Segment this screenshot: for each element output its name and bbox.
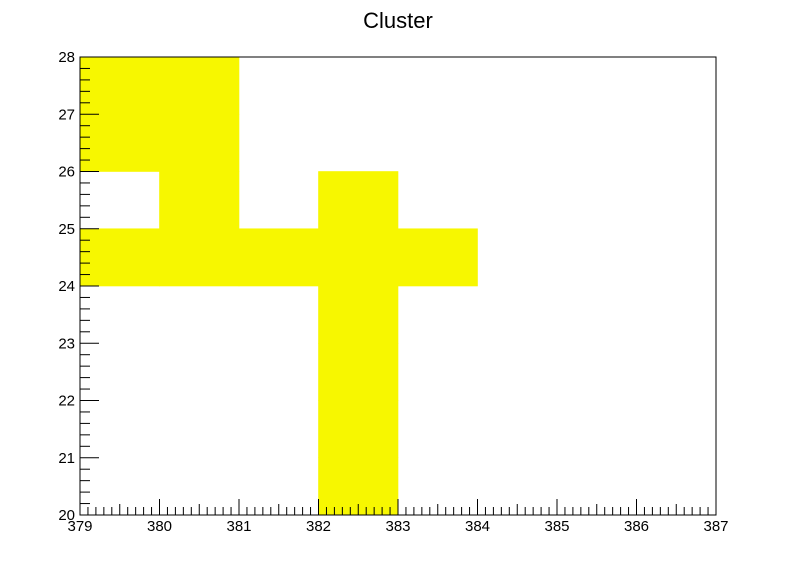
bin-382-23 [318, 285, 399, 344]
y-tick-label: 23 [58, 335, 75, 352]
bin-379-24 [79, 228, 160, 287]
chart-title: Cluster [363, 8, 433, 33]
x-axis: 379 380 381 382 383 384 385 386 387 [67, 499, 729, 535]
bin-382-21 [318, 400, 399, 459]
x-tick-label: 384 [465, 518, 490, 535]
bin-380-27 [159, 56, 240, 115]
y-tick-label: 25 [58, 221, 75, 238]
y-tick-label: 21 [58, 450, 75, 467]
x-tick-label: 387 [703, 518, 728, 535]
bin-380-24 [159, 228, 240, 287]
y-tick-label: 24 [58, 278, 75, 295]
y-tick-label: 28 [58, 49, 75, 66]
x-tick-label: 381 [226, 518, 251, 535]
x-tick-label: 385 [544, 518, 569, 535]
y-tick-label: 27 [58, 106, 75, 123]
bin-381-24 [238, 228, 319, 287]
x-tick-label: 382 [306, 518, 331, 535]
bins-layer [79, 56, 478, 516]
x-tick-label: 386 [624, 518, 649, 535]
bin-379-27 [79, 56, 160, 115]
bin-380-26 [159, 113, 240, 172]
x-tick-label: 379 [67, 518, 92, 535]
y-tick-label: 26 [58, 164, 75, 181]
bin-382-24 [318, 228, 399, 287]
x-tick-label: 383 [385, 518, 410, 535]
y-axis: 20 21 22 23 24 25 26 27 28 [58, 49, 99, 524]
y-tick-label: 22 [58, 393, 75, 410]
x-tick-label: 380 [147, 518, 172, 535]
bin-382-25 [318, 171, 399, 230]
bin-380-25 [159, 171, 240, 230]
y-tick-label: 20 [58, 507, 75, 524]
bin-379-26 [79, 113, 160, 172]
bin-382-22 [318, 342, 399, 401]
bin-383-24 [397, 228, 478, 287]
